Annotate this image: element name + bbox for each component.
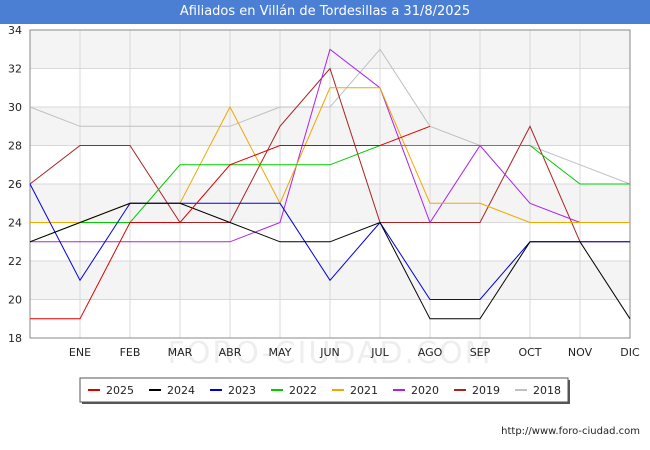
y-tick-label: 20 bbox=[8, 294, 22, 307]
watermark: FORO-CIUDAD.COM bbox=[168, 336, 493, 371]
legend-box bbox=[79, 377, 569, 403]
x-tick-label: JUL bbox=[370, 346, 389, 359]
y-tick-label: 34 bbox=[8, 24, 22, 37]
x-tick-label: FEB bbox=[120, 346, 141, 359]
series-line-2019 bbox=[29, 67, 630, 243]
series-line-2020 bbox=[30, 48, 630, 243]
x-tick-label: ENE bbox=[69, 346, 91, 359]
x-tick-label: AGO bbox=[418, 346, 443, 359]
legend-label-2019: 2019 bbox=[472, 384, 500, 397]
x-tick-label: ABR bbox=[219, 346, 242, 359]
legend-label-2025: 2025 bbox=[106, 384, 134, 397]
legend-label-2024: 2024 bbox=[167, 384, 195, 397]
y-tick-label: 32 bbox=[8, 63, 22, 76]
x-tick-label: JUN bbox=[319, 346, 340, 359]
legend-label-2021: 2021 bbox=[350, 384, 378, 397]
y-tick-label: 28 bbox=[8, 140, 22, 153]
y-tick-label: 30 bbox=[8, 101, 22, 114]
x-tick-label: MAY bbox=[269, 346, 292, 359]
chart-title: Afiliados en Villán de Tordesillas a 31/… bbox=[179, 4, 471, 19]
legend-label-2020: 2020 bbox=[411, 384, 439, 397]
x-tick-label: NOV bbox=[568, 346, 593, 359]
series-line-2025 bbox=[30, 125, 431, 320]
legend-label-2022: 2022 bbox=[289, 384, 317, 397]
y-tick-label: 18 bbox=[8, 332, 22, 345]
x-tick-label: DIC bbox=[620, 346, 640, 359]
x-tick-label: SEP bbox=[470, 346, 491, 359]
footer-url[interactable]: http://www.foro-ciudad.com bbox=[501, 426, 640, 437]
x-tick-label: OCT bbox=[518, 346, 541, 359]
x-tick-label: MAR bbox=[168, 346, 193, 359]
legend-label-2018: 2018 bbox=[533, 384, 561, 397]
legend-label-2023: 2023 bbox=[228, 384, 256, 397]
y-tick-label: 22 bbox=[8, 255, 22, 268]
series-line-2024 bbox=[29, 202, 631, 320]
title-bar bbox=[0, 0, 650, 24]
y-tick-label: 24 bbox=[8, 217, 22, 230]
y-tick-label: 26 bbox=[8, 178, 22, 191]
